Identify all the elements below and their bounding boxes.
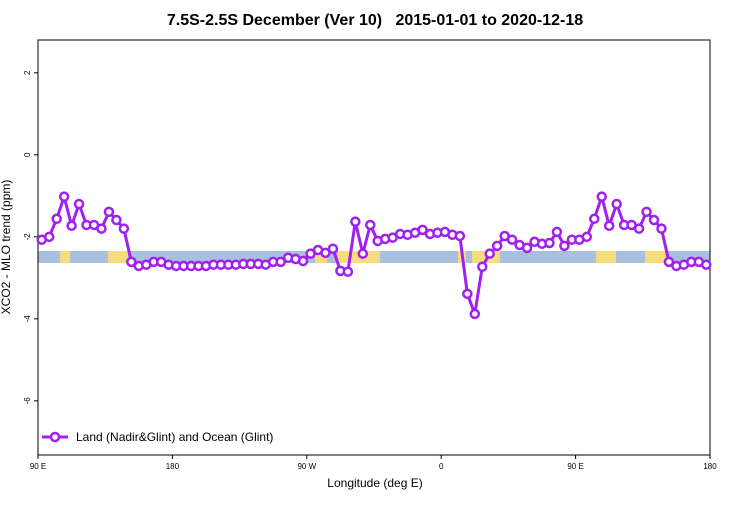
y-tick-label: 0 (23, 152, 32, 157)
data-point (663, 256, 675, 268)
data-point (521, 242, 533, 254)
data-point (58, 191, 70, 202)
data-point (350, 216, 361, 227)
data-point (648, 214, 660, 226)
y-tick-label: 2 (23, 70, 32, 75)
legend-label: Land (Nadir&Glint) and Ocean (Glint) (76, 430, 273, 444)
data-point (477, 261, 488, 273)
data-point (118, 223, 130, 234)
data-point (342, 266, 354, 277)
y-tick-label: -4 (23, 315, 32, 323)
legend-marker (49, 431, 61, 443)
x-tick-label: 90 W (297, 462, 316, 471)
y-axis-label: XCO2 - MLO trend (ppm) (0, 180, 13, 315)
data-point (469, 308, 481, 320)
data-point (544, 237, 555, 249)
x-axis-label: Longitude (deg E) (327, 476, 422, 490)
data-point (581, 231, 593, 243)
data-point (462, 288, 473, 300)
data-point (641, 206, 652, 218)
data-point (484, 248, 495, 259)
data-point (66, 220, 77, 232)
data-point (365, 219, 376, 231)
plot-frame (37, 39, 711, 456)
data-point (73, 198, 85, 210)
data-point (701, 259, 712, 270)
data-point (603, 220, 615, 232)
data-point (611, 198, 622, 210)
data-point (297, 255, 309, 267)
x-tick-label: 90 E (30, 462, 46, 471)
x-tick-label: 90 E (567, 462, 583, 471)
data-point (454, 230, 466, 242)
y-tick-label: -6 (23, 397, 32, 405)
x-tick-label: 0 (439, 462, 444, 471)
data-point (103, 206, 115, 218)
data-point (589, 213, 600, 225)
data-point (596, 191, 607, 202)
data-point (656, 223, 667, 234)
data-point (551, 226, 563, 238)
data-point (275, 256, 286, 268)
data-point (51, 213, 62, 225)
data-point (96, 223, 107, 234)
data-point (126, 256, 137, 268)
data-point (43, 231, 55, 243)
data-point (506, 234, 518, 245)
data-point (491, 240, 503, 252)
data-point (357, 248, 369, 259)
chart-title: 7.5S-2.5S December (Ver 10) 2015-01-01 t… (167, 12, 583, 29)
data-point (559, 240, 570, 252)
data-point (417, 224, 428, 236)
y-tick-label: -2 (23, 233, 32, 241)
x-tick-label: 180 (166, 462, 180, 471)
data-point (633, 223, 645, 234)
data-point (111, 214, 122, 226)
data-point (327, 243, 339, 254)
data-point (320, 247, 331, 259)
x-tick-label: 180 (703, 462, 717, 471)
